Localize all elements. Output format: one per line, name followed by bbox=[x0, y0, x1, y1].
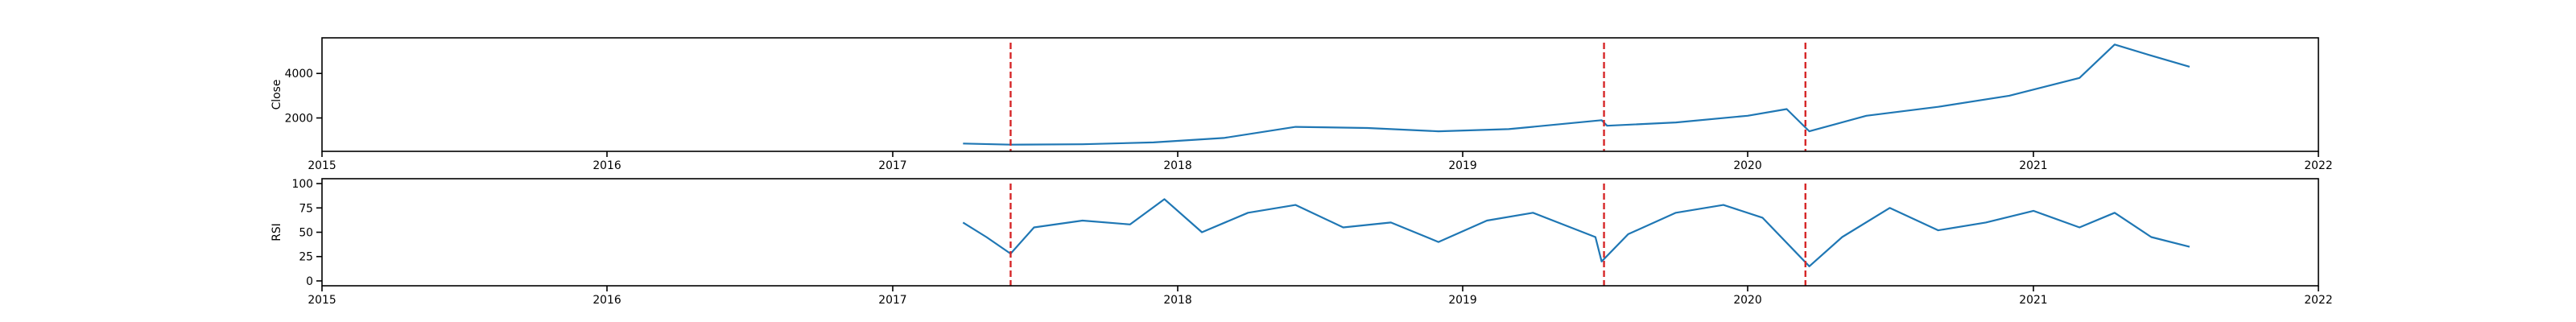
x-tick-label: 2020 bbox=[1733, 294, 1761, 307]
x-tick-label: 2018 bbox=[1163, 294, 1191, 307]
x-tick-label: 2019 bbox=[1448, 159, 1476, 172]
x-tick-label: 2017 bbox=[878, 159, 906, 172]
x-tick-label: 2022 bbox=[2304, 159, 2332, 172]
y-tick-label: 4000 bbox=[285, 68, 313, 80]
y-axis-label: Close bbox=[270, 80, 283, 110]
x-tick-label: 2021 bbox=[2019, 294, 2047, 307]
x-tick-label: 2021 bbox=[2019, 159, 2047, 172]
x-tick-label: 2022 bbox=[2304, 294, 2332, 307]
y-tick-label: 0 bbox=[306, 275, 313, 288]
series-line-0 bbox=[963, 43, 2190, 146]
axes-frame bbox=[321, 37, 2319, 152]
x-tick-label: 2019 bbox=[1448, 294, 1476, 307]
y-tick-label: 25 bbox=[299, 251, 313, 264]
y-tick-label: 50 bbox=[299, 227, 313, 240]
series-line-0 bbox=[962, 198, 2190, 267]
x-tick-label: 2015 bbox=[308, 294, 336, 307]
x-tick-label: 2015 bbox=[308, 159, 336, 172]
x-tick-label: 2017 bbox=[878, 294, 906, 307]
x-tick-label: 2020 bbox=[1733, 159, 1761, 172]
x-tick-label: 2016 bbox=[592, 159, 621, 172]
y-tick-label: 75 bbox=[299, 202, 313, 215]
y-tick-label: 100 bbox=[291, 178, 313, 191]
y-tick-label: 2000 bbox=[285, 113, 313, 126]
chart-panel-rsi-1: 2015 2016 2017 2018 2019 2020 2021 2022 0 25 50 75 1… bbox=[270, 178, 2333, 307]
x-tick-label: 2018 bbox=[1163, 159, 1191, 172]
y-axis-label: RSI bbox=[270, 223, 283, 242]
x-tick-label: 2016 bbox=[592, 294, 621, 307]
chart-panel-close-0: 2015 2016 2017 2018 2019 2020 2021 2022 2000 4000… bbox=[270, 37, 2333, 172]
